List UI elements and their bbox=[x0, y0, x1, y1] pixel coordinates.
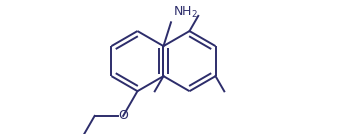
Text: NH$_2$: NH$_2$ bbox=[174, 5, 199, 20]
Text: O: O bbox=[118, 109, 128, 122]
